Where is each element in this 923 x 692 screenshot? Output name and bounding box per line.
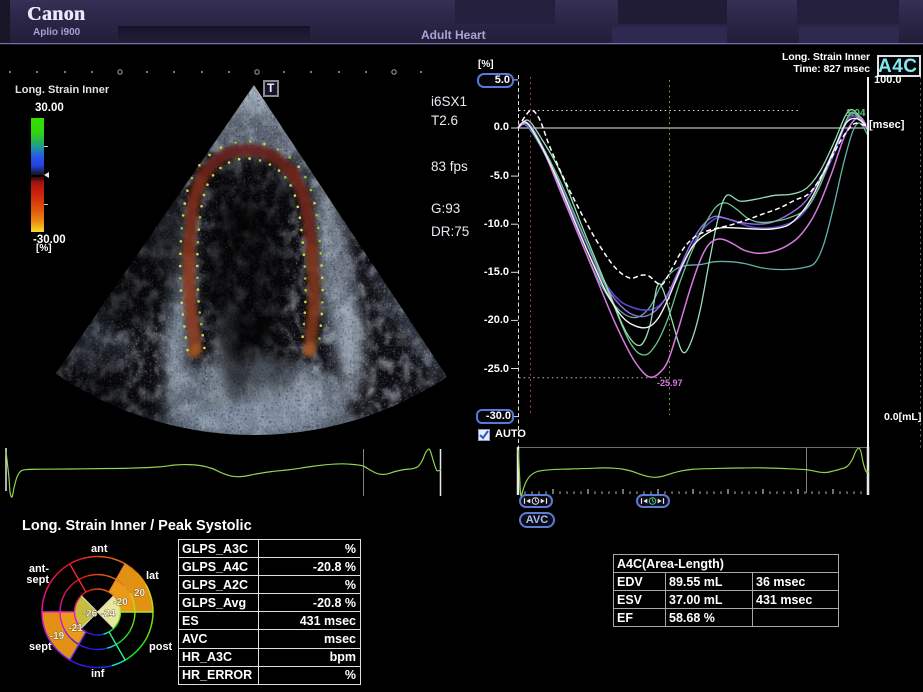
svg-text:-26: -26: [83, 609, 98, 620]
svg-text:-24: -24: [101, 609, 116, 620]
svg-text:-20: -20: [113, 597, 128, 608]
svg-text:-21: -21: [68, 623, 83, 634]
svg-text:20: 20: [134, 588, 146, 599]
svg-text:-19: -19: [50, 631, 65, 642]
